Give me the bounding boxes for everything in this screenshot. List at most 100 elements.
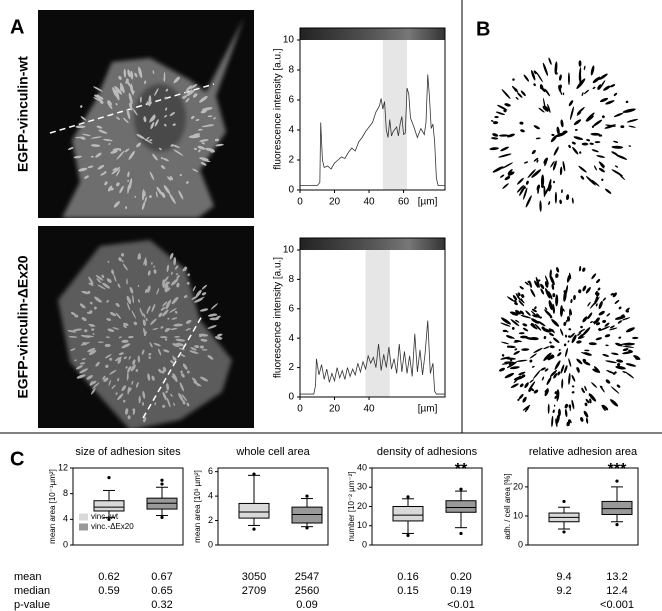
streak: [101, 274, 105, 279]
streak: [605, 100, 615, 105]
streak: [185, 181, 189, 184]
streak: [195, 118, 200, 122]
streak: [552, 409, 555, 414]
streak: [625, 307, 630, 312]
plot-frame: [299, 237, 446, 398]
streak: [143, 313, 146, 318]
streak: [108, 143, 111, 145]
streak: [546, 376, 552, 386]
streak: [117, 377, 120, 382]
streak: [186, 281, 190, 285]
streak: [183, 266, 187, 272]
streak: [610, 292, 614, 296]
streak: [500, 174, 505, 178]
streak: [544, 389, 549, 397]
streak: [544, 307, 548, 310]
streak: [549, 341, 552, 344]
y-tick-label: 12: [58, 462, 68, 472]
streak: [531, 365, 535, 368]
streak: [552, 329, 555, 334]
streak: [544, 275, 549, 285]
streak: [128, 387, 132, 393]
streak: [90, 136, 102, 139]
streak: [68, 336, 78, 338]
x-tick-label: 20: [329, 404, 341, 415]
streak: [104, 354, 112, 359]
streak: [556, 389, 560, 401]
streak: [602, 319, 607, 323]
streak: [123, 325, 127, 329]
y-tick-label: 0: [288, 392, 294, 403]
streak: [127, 415, 131, 420]
streak: [533, 70, 537, 75]
streak: [164, 328, 170, 333]
streak: [576, 358, 583, 365]
streak: [544, 88, 551, 97]
streak: [543, 352, 552, 361]
image-label: EGFP-vinculin-wt: [15, 56, 31, 172]
streak: [564, 409, 568, 418]
streak: [592, 86, 596, 90]
streak: [580, 417, 584, 422]
streak: [137, 299, 141, 303]
streak: [178, 347, 185, 351]
streak: [514, 302, 518, 306]
outlier: [406, 533, 410, 537]
streak: [618, 336, 622, 339]
streak: [491, 137, 499, 140]
y-tick-label: 4: [208, 490, 213, 500]
streak: [95, 152, 102, 158]
streak: [158, 368, 162, 373]
streak: [589, 398, 592, 404]
streak: [170, 393, 173, 397]
streak: [115, 303, 120, 307]
streak: [178, 190, 184, 200]
streak: [581, 387, 585, 393]
streak: [559, 74, 562, 81]
streak: [150, 115, 156, 122]
streak: [113, 201, 120, 208]
streak: [507, 169, 513, 175]
streak: [110, 150, 118, 154]
streak: [161, 370, 165, 374]
streak: [594, 290, 598, 295]
streak: [174, 265, 179, 270]
streak: [531, 169, 542, 178]
streak: [581, 142, 589, 146]
streak: [518, 332, 525, 335]
streak: [555, 418, 558, 428]
streak: [126, 108, 131, 120]
y-tick-label: 20: [357, 501, 367, 511]
streak: [539, 200, 542, 212]
streak: [154, 88, 159, 96]
streak: [569, 404, 571, 412]
table-cell: 9.2: [556, 585, 571, 597]
streak: [538, 279, 541, 282]
streak: [605, 360, 617, 364]
streak: [613, 140, 619, 143]
plot-frame: [72, 467, 184, 546]
streak: [104, 343, 111, 347]
streak: [516, 185, 524, 193]
streak: [498, 134, 509, 137]
streak: [182, 400, 186, 405]
streak: [163, 76, 166, 82]
streak: [633, 355, 641, 360]
streak: [136, 142, 142, 148]
outlier: [615, 523, 619, 527]
streak: [214, 336, 223, 340]
streak: [584, 349, 590, 352]
streak: [134, 195, 137, 198]
streak: [74, 359, 77, 362]
streak: [162, 309, 169, 317]
streak: [127, 184, 130, 194]
streak: [92, 333, 95, 335]
streak: [570, 298, 573, 304]
streak: [535, 276, 540, 288]
streak: [113, 273, 117, 283]
streak: [96, 278, 102, 284]
streak: [546, 355, 555, 360]
streak: [587, 301, 591, 307]
streak: [124, 408, 129, 415]
streak: [200, 338, 208, 342]
